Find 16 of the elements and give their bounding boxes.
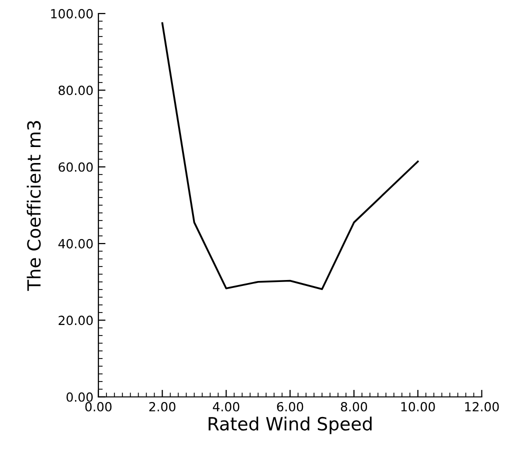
x-tick-label: 12.00 — [465, 402, 499, 412]
y-tick-label: 20.00 — [58, 316, 93, 326]
x-tick-label: 10.00 — [401, 402, 435, 412]
x-tick-label: 2.00 — [149, 402, 176, 412]
y-tick-label: 80.00 — [58, 86, 93, 96]
x-tick-label: 6.00 — [277, 402, 304, 412]
x-tick-label: 0.00 — [85, 402, 112, 412]
line-series — [161, 22, 419, 290]
y-tick-label: 0.00 — [66, 392, 93, 402]
y-tick-label: 100.00 — [51, 9, 93, 18]
x-tick-label: 8.00 — [340, 402, 368, 412]
y-tick-label: 60.00 — [58, 162, 93, 172]
x-axis-title: Rated Wind Speed — [208, 416, 372, 434]
y-axis-title: The Coefficient m3 — [26, 121, 41, 291]
y-tick-label: 40.00 — [58, 239, 93, 248]
x-tick-label: 4.00 — [212, 402, 240, 412]
